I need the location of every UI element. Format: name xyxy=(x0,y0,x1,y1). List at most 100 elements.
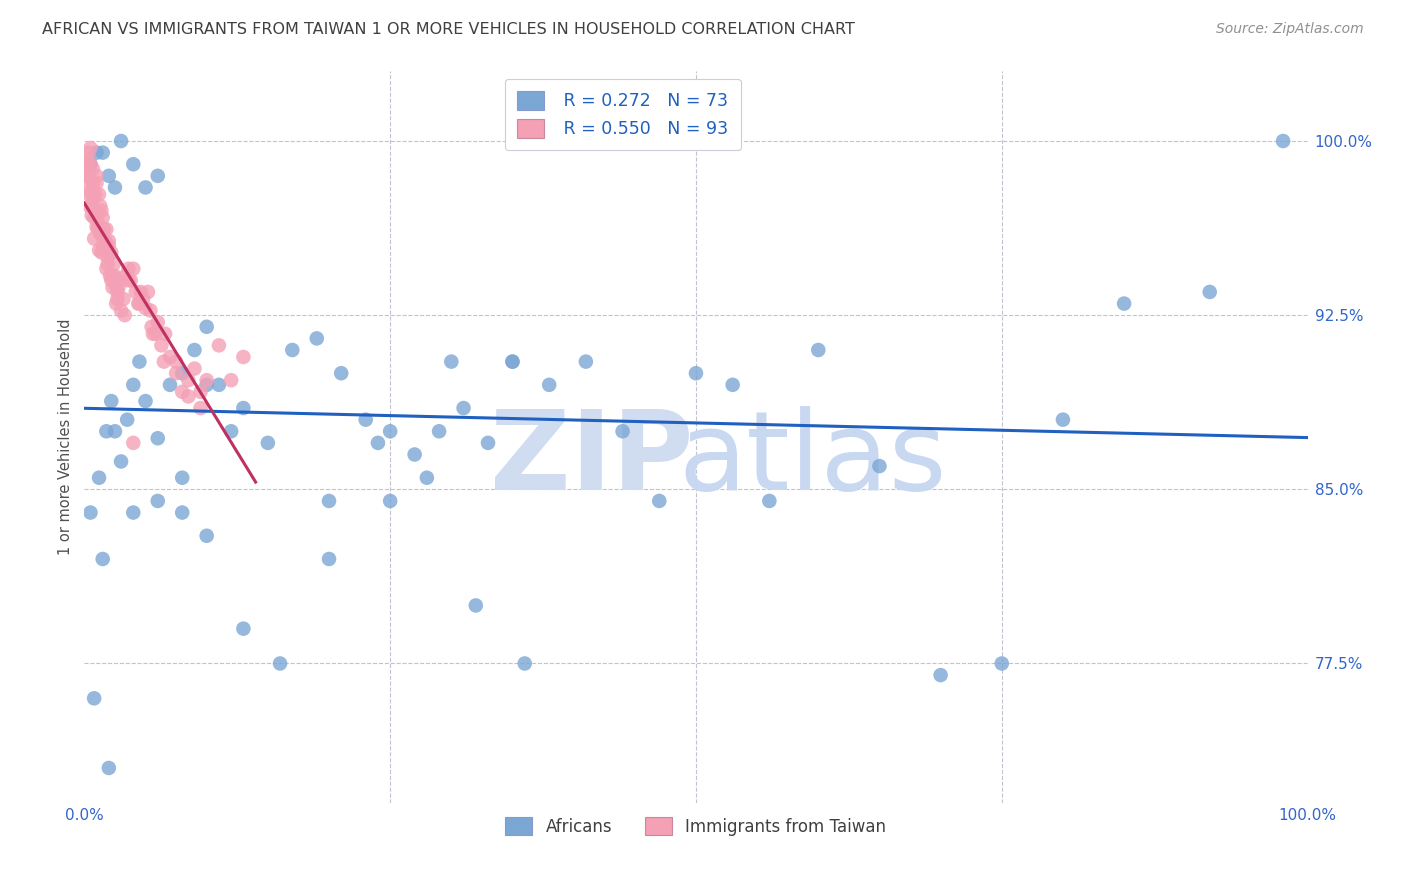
Point xyxy=(721,377,744,392)
Point xyxy=(135,394,157,409)
Point xyxy=(150,338,173,352)
Point xyxy=(110,303,132,318)
Point xyxy=(75,164,97,178)
Point xyxy=(135,301,157,316)
Point xyxy=(502,354,524,368)
Point xyxy=(219,424,242,438)
Legend: Africans, Immigrants from Taiwan: Africans, Immigrants from Taiwan xyxy=(495,807,897,846)
Point xyxy=(1198,285,1220,299)
Point xyxy=(91,211,114,225)
Point xyxy=(146,169,169,183)
Point xyxy=(97,257,120,271)
Point xyxy=(87,243,110,257)
Point xyxy=(93,222,115,236)
Point xyxy=(80,208,103,222)
Point xyxy=(122,436,145,450)
Y-axis label: 1 or more Vehicles in Household: 1 or more Vehicles in Household xyxy=(58,318,73,556)
Point xyxy=(76,157,98,171)
Point xyxy=(440,354,463,368)
Text: ZIP: ZIP xyxy=(491,406,693,513)
Point xyxy=(79,185,101,199)
Point xyxy=(82,192,104,206)
Point xyxy=(146,494,169,508)
Point xyxy=(77,176,100,190)
Point xyxy=(648,494,671,508)
Point xyxy=(575,354,598,368)
Point xyxy=(172,471,194,485)
Point xyxy=(100,394,122,409)
Point xyxy=(79,141,101,155)
Point xyxy=(195,377,218,392)
Point xyxy=(94,234,117,248)
Text: Source: ZipAtlas.com: Source: ZipAtlas.com xyxy=(1216,22,1364,37)
Point xyxy=(172,366,194,380)
Point xyxy=(136,285,159,299)
Point xyxy=(84,187,107,202)
Point xyxy=(87,215,110,229)
Point xyxy=(77,199,100,213)
Point xyxy=(404,448,426,462)
Point xyxy=(477,436,499,450)
Point xyxy=(869,459,891,474)
Point xyxy=(100,273,122,287)
Point xyxy=(115,412,138,426)
Point xyxy=(232,350,254,364)
Point xyxy=(141,319,163,334)
Point xyxy=(97,238,120,252)
Point xyxy=(90,245,112,260)
Point xyxy=(105,280,128,294)
Point xyxy=(122,261,145,276)
Point xyxy=(129,285,152,299)
Point xyxy=(105,292,128,306)
Point xyxy=(380,424,402,438)
Point xyxy=(122,377,145,392)
Point xyxy=(97,761,120,775)
Point xyxy=(96,424,118,438)
Point xyxy=(128,354,150,368)
Point xyxy=(100,245,122,260)
Point xyxy=(208,377,231,392)
Point xyxy=(101,268,124,283)
Point xyxy=(97,169,120,183)
Point xyxy=(195,373,218,387)
Point xyxy=(89,227,111,241)
Point xyxy=(183,361,205,376)
Point xyxy=(453,401,475,415)
Point xyxy=(367,436,389,450)
Point xyxy=(107,273,129,287)
Point xyxy=(122,157,145,171)
Point xyxy=(91,145,114,160)
Point xyxy=(153,326,176,341)
Point xyxy=(89,199,111,213)
Point xyxy=(685,366,707,380)
Point xyxy=(464,599,486,613)
Point xyxy=(269,657,291,671)
Point xyxy=(110,134,132,148)
Point xyxy=(91,552,114,566)
Point xyxy=(139,303,162,318)
Point xyxy=(103,257,125,271)
Point xyxy=(86,145,108,160)
Point xyxy=(183,343,205,357)
Point xyxy=(177,389,200,403)
Point xyxy=(219,373,242,387)
Point xyxy=(427,424,450,438)
Point xyxy=(153,354,176,368)
Point xyxy=(305,331,328,345)
Point xyxy=(1272,134,1295,148)
Point xyxy=(83,231,105,245)
Point xyxy=(257,436,280,450)
Point xyxy=(117,273,139,287)
Point xyxy=(195,319,218,334)
Point xyxy=(142,326,165,341)
Point xyxy=(96,222,118,236)
Text: AFRICAN VS IMMIGRANTS FROM TAIWAN 1 OR MORE VEHICLES IN HOUSEHOLD CORRELATION CH: AFRICAN VS IMMIGRANTS FROM TAIWAN 1 OR M… xyxy=(42,22,855,37)
Point xyxy=(1052,412,1074,426)
Point xyxy=(97,234,120,248)
Point xyxy=(128,296,150,310)
Point xyxy=(105,285,128,299)
Point xyxy=(87,471,110,485)
Point xyxy=(538,377,561,392)
Point xyxy=(82,161,104,176)
Point xyxy=(232,622,254,636)
